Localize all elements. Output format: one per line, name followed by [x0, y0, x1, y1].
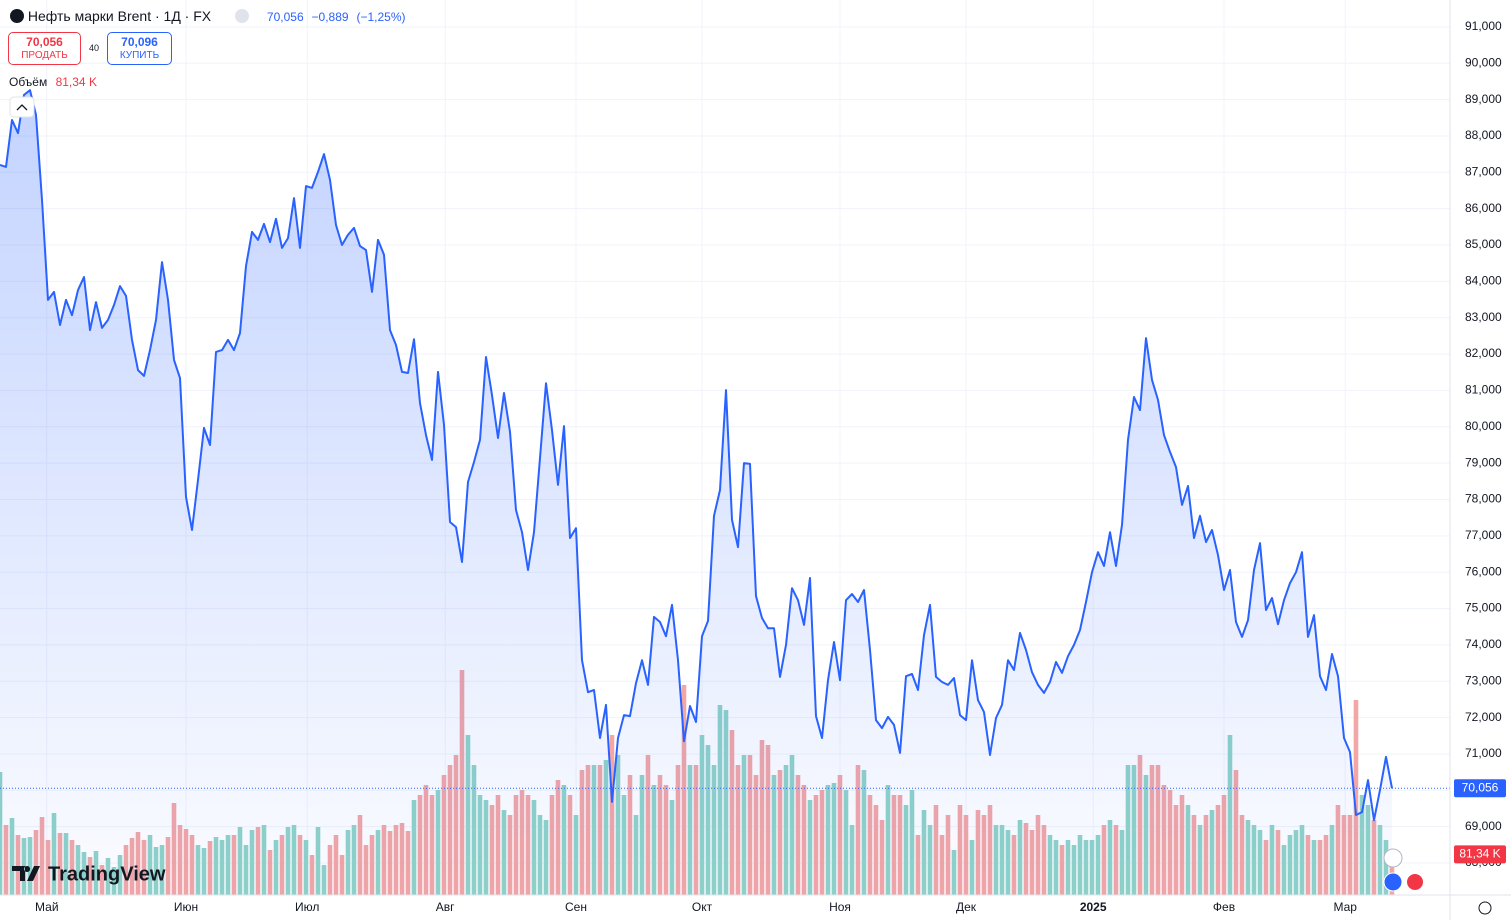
sell-price: 70,056 [26, 35, 63, 49]
volume-tag: 81,34 K [1459, 847, 1500, 861]
y-tick-label: 73,000 [1465, 673, 1502, 687]
sell-button[interactable]: 70,056 ПРОДАТЬ [8, 32, 81, 65]
y-tick-label: 88,000 [1465, 128, 1502, 142]
y-tick-label: 77,000 [1465, 528, 1502, 542]
x-tick-label: Ноя [829, 900, 851, 914]
y-tick-label: 78,000 [1465, 492, 1502, 506]
price-axis-bg [1450, 0, 1511, 920]
x-tick-label: 2025 [1080, 900, 1107, 914]
x-tick-label: Июн [174, 900, 198, 914]
settings-icon[interactable] [1478, 901, 1492, 915]
y-tick-label: 81,000 [1465, 383, 1502, 397]
x-tick-label: Мар [1333, 900, 1357, 914]
x-tick-label: Фев [1213, 900, 1235, 914]
symbol-title: Нефть марки Brent · 1Д · FX [27, 8, 212, 24]
time-axis-bg [0, 895, 1511, 920]
y-tick-label: 76,000 [1465, 564, 1502, 578]
volume-tag-bg [1454, 845, 1506, 864]
buy-price: 70,096 [121, 35, 158, 49]
y-tick-label: 83,000 [1465, 310, 1502, 324]
flag-icon[interactable] [1383, 872, 1403, 892]
x-tick-label: Сен [565, 900, 587, 914]
symbol-row: Нефть марки Brent · 1Д · FX 70,056 −0,88… [10, 8, 405, 24]
price-change-pct: (−1,25%) [356, 10, 406, 24]
logo-text: TradingView [48, 863, 166, 885]
price-tag: 70,056 [1462, 780, 1499, 794]
y-tick-label: 87,000 [1465, 164, 1502, 178]
status-icon [235, 9, 250, 23]
y-tick-label: 91,000 [1465, 19, 1502, 33]
volume-legend: Объём 81,34 K [9, 75, 97, 89]
y-tick-label: 86,000 [1465, 201, 1502, 215]
y-tick-label: 85,000 [1465, 237, 1502, 251]
y-tick-label: 69,000 [1465, 819, 1502, 833]
x-tick-label: Июл [295, 900, 319, 914]
y-tick-label: 89,000 [1465, 92, 1502, 106]
y-tick-label: 80,000 [1465, 419, 1502, 433]
x-tick-label: Дек [956, 900, 977, 914]
y-tick-label: 74,000 [1465, 637, 1502, 651]
alert-icon[interactable] [1383, 848, 1403, 868]
volume-title: Объём [9, 75, 48, 89]
volume-value: 81,34 K [55, 75, 97, 89]
logo: TradingView [12, 863, 166, 885]
sell-label: ПРОДАТЬ [21, 50, 68, 61]
event-icon[interactable] [1407, 874, 1423, 890]
y-tick-label: 84,000 [1465, 274, 1502, 288]
y-tick-label: 90,000 [1465, 55, 1502, 69]
price-tag-bg [1454, 779, 1506, 798]
buy-button[interactable]: 70,096 КУПИТЬ [107, 32, 172, 65]
y-tick-label: 71,000 [1465, 746, 1502, 760]
buy-label: КУПИТЬ [119, 50, 160, 61]
y-tick-label: 72,000 [1465, 710, 1502, 724]
y-tick-label: 75,000 [1465, 601, 1502, 615]
x-tick-label: Май [35, 900, 59, 914]
logo-icon [12, 866, 40, 881]
chevron-icon [16, 104, 28, 111]
collapse-button[interactable] [9, 96, 35, 118]
x-tick-label: Авг [436, 900, 455, 914]
y-tick-label: 79,000 [1465, 455, 1502, 469]
price-area [0, 90, 1392, 895]
y-tick-label: 82,000 [1465, 346, 1502, 360]
price-line [0, 89, 1393, 822]
x-tick-label: Окт [692, 900, 713, 914]
symbol-icon [10, 9, 24, 23]
last-price: 70,056 [266, 10, 304, 24]
price-change: −0,889 [311, 10, 349, 24]
volume-bar [1353, 700, 1359, 895]
spread: 40 [89, 43, 100, 53]
